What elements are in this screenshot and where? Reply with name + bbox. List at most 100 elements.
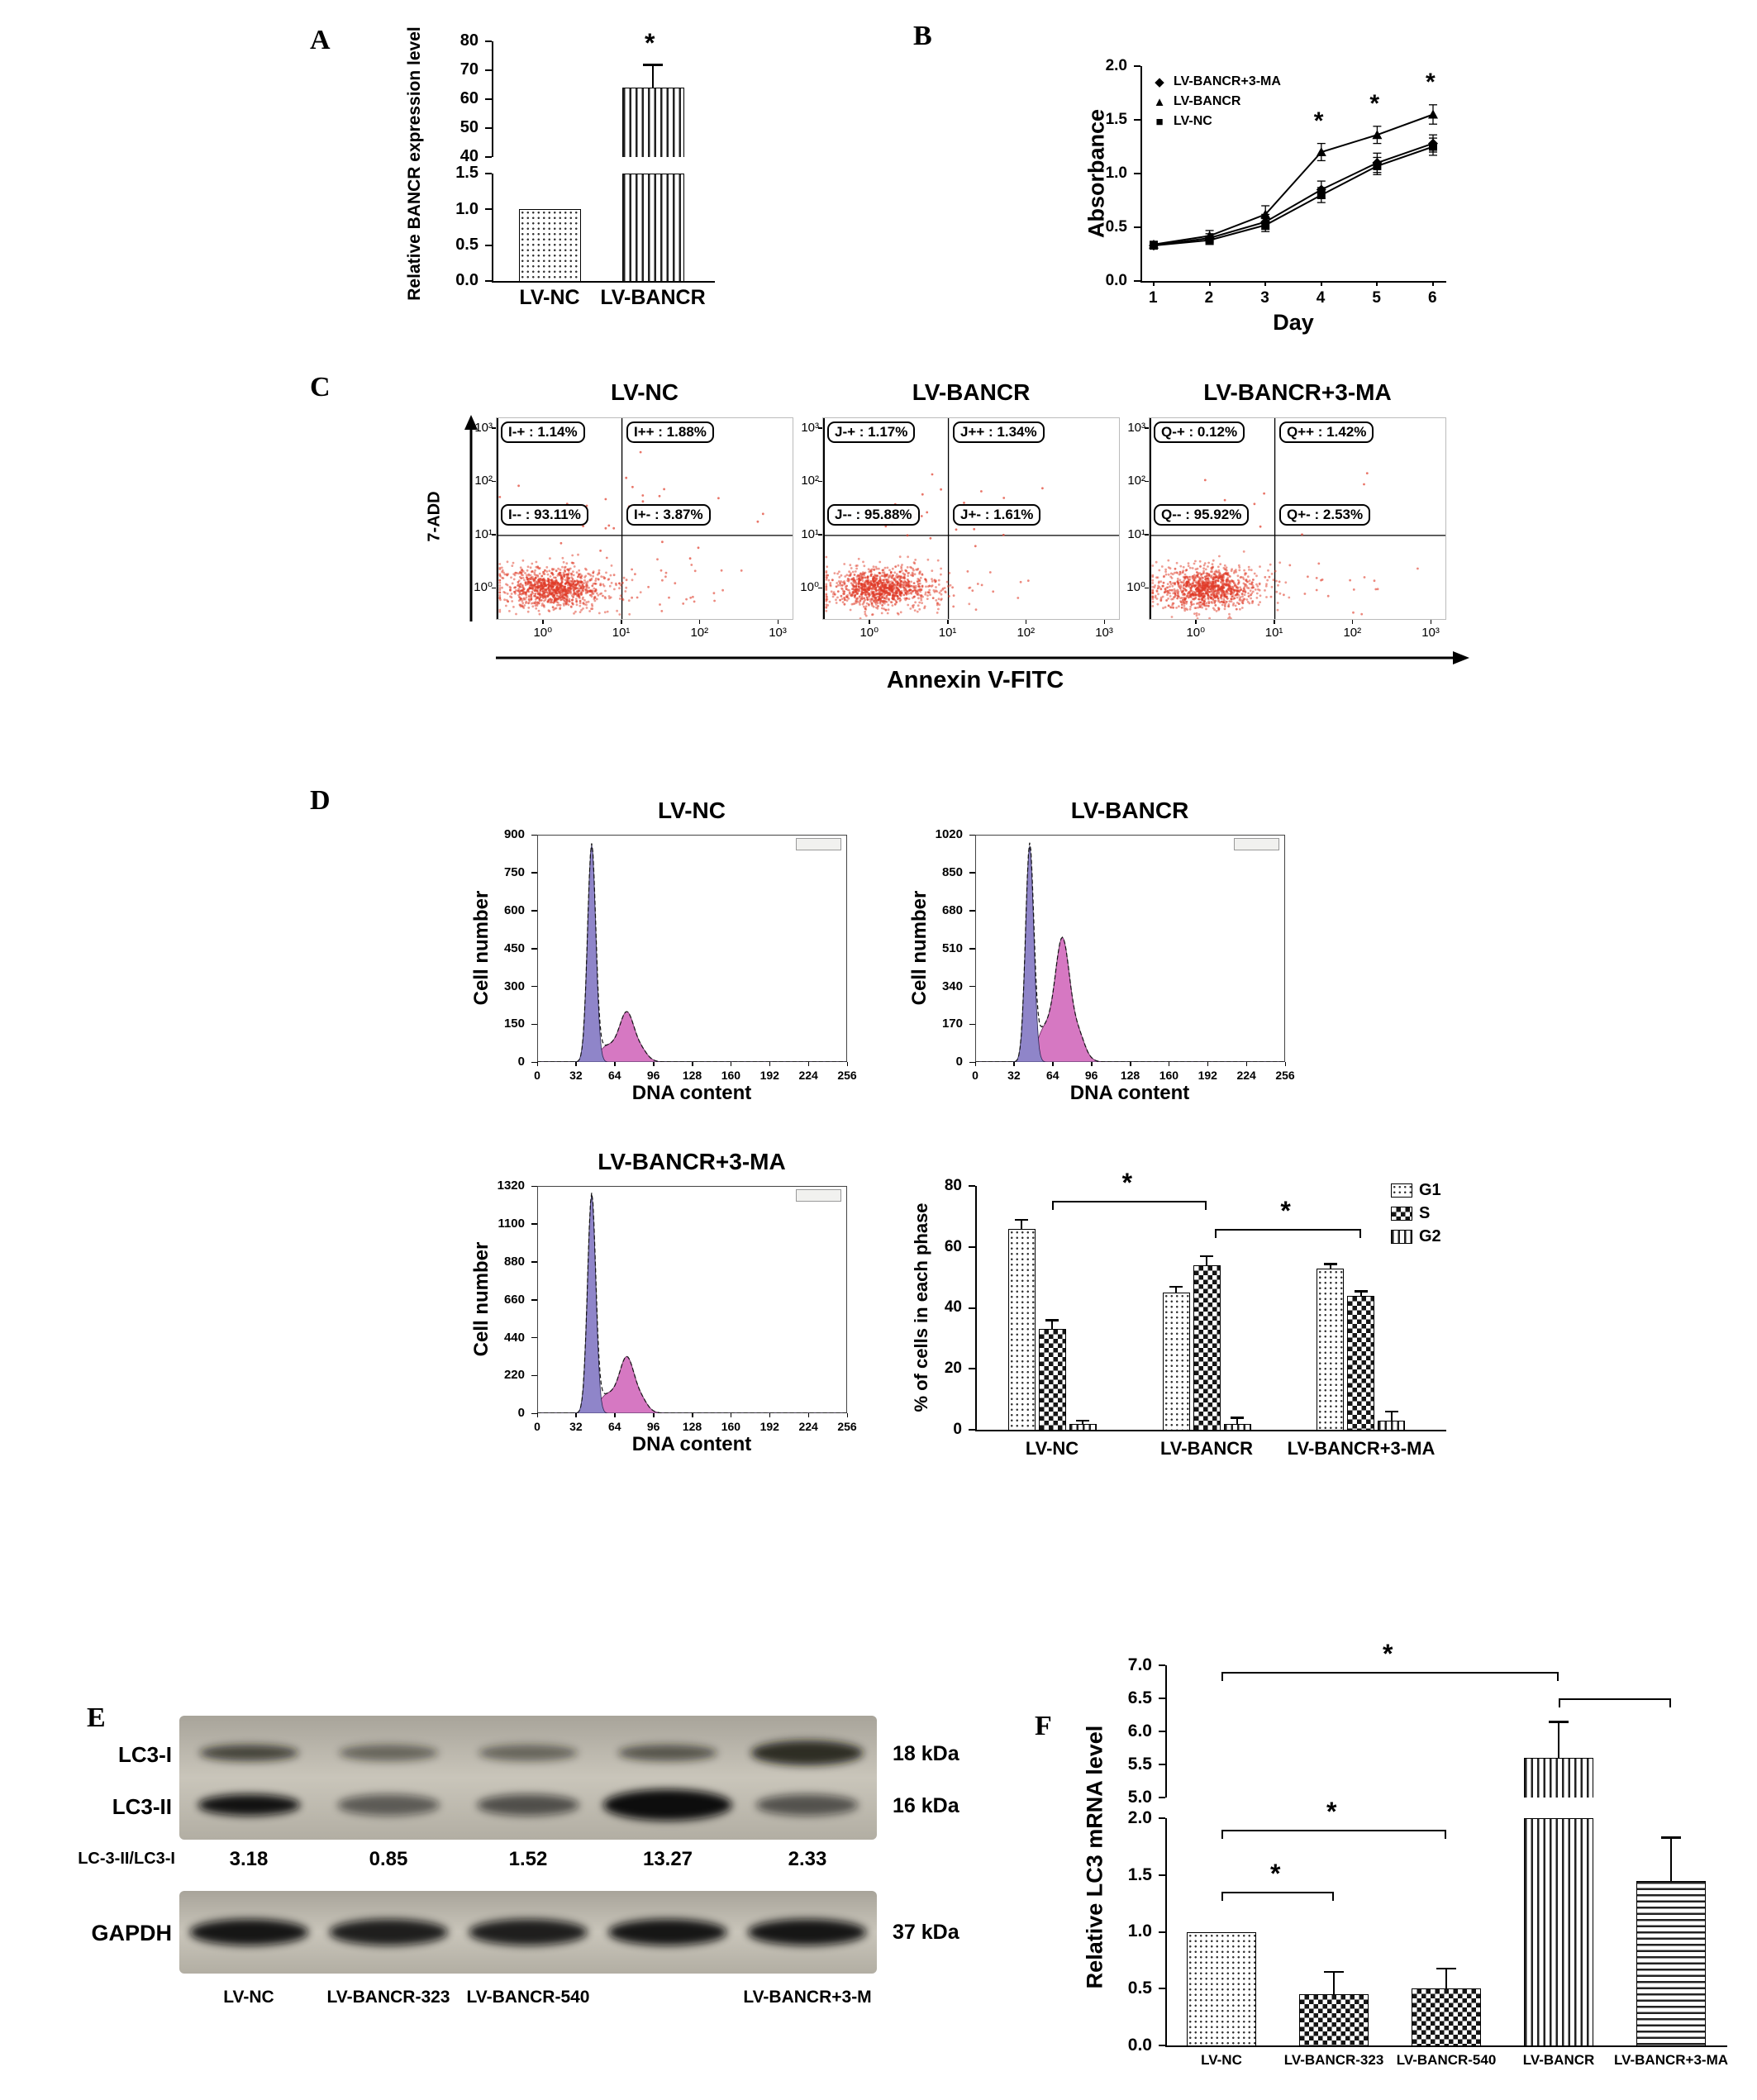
ratio-value-3: 13.27 (642, 1848, 693, 1870)
legend-entry: ▲ LV-BANCR (1152, 92, 1281, 112)
axis-line (485, 69, 492, 71)
axis-line (1145, 534, 1149, 536)
axis-line (531, 1223, 537, 1225)
y-tick-label: 0 (953, 1420, 962, 1438)
axis-line (969, 910, 975, 912)
x-tick-label: 224 (798, 1069, 818, 1082)
band-row-label-lc3-ii: LC3-II (112, 1794, 172, 1819)
quadrant-label-upper-left: J-+ : 1.17% (827, 421, 916, 443)
y-tick-label: 10⁰ (474, 580, 493, 595)
axis-line (1323, 1263, 1337, 1265)
flow-plot-lv-bancr-3ma: Q-+ : 0.12% Q++ : 1.42% Q-- : 95.92% Q+-… (1126, 417, 1446, 640)
legend-entry: ■ LV-NC (1152, 112, 1281, 131)
quadrant-label-lower-right: Q+- : 2.53% (1279, 504, 1371, 526)
axis-line (1376, 281, 1378, 286)
quadrant-label-upper-left: Q-+ : 0.12% (1154, 421, 1245, 443)
axis-line (1432, 281, 1434, 286)
panel-f-category-1: LV-BANCR-323 (1283, 2052, 1384, 2068)
panel-b: B Absorbance Day ◆ LV-BANCR+3-MA ▲ LV-BANC… (893, 21, 1578, 384)
x-tick-label: 10¹ (938, 626, 957, 640)
x-tick-label: 160 (1159, 1069, 1179, 1082)
axis-line (1445, 1968, 1447, 1989)
axis-line (777, 620, 779, 624)
y-tick-label: 60 (944, 1237, 962, 1255)
axis-line (969, 1307, 975, 1309)
axis-line (531, 1336, 537, 1339)
axis-line (1169, 1285, 1183, 1288)
axis-line (492, 480, 496, 483)
significance-bracket (1221, 1829, 1446, 1839)
axis-line (1134, 226, 1140, 228)
ratio-value-1: 0.85 (369, 1848, 408, 1870)
panel-c-x-axis-label: Annexin V-FITC (886, 667, 1064, 693)
axis-line (1359, 1291, 1362, 1296)
phase-category-2: LV-BANCR+3-MA (1287, 1438, 1436, 1459)
y-tick-label: 70 (459, 60, 479, 79)
significance-bracket (1215, 1228, 1361, 1238)
axis-line (531, 948, 537, 950)
y-tick-label: 10¹ (1127, 526, 1145, 541)
axis-line (1130, 1062, 1131, 1066)
axis-line (531, 1374, 537, 1377)
axis-line (1159, 1731, 1165, 1732)
y-tick-label: 10⁰ (800, 580, 819, 595)
y-tick-label: 5.0 (1127, 1787, 1152, 1807)
axis-line (1231, 1417, 1244, 1419)
bar-1 (1299, 1994, 1369, 2045)
significance-star: * (1426, 68, 1436, 96)
panel-a-category-0: LV-NC (519, 286, 580, 309)
y-tick-label: 900 (503, 827, 525, 842)
legend-label: LV-NC (1174, 114, 1212, 128)
axis-line (536, 1062, 538, 1066)
y-tick-label: 40 (459, 147, 479, 166)
significance-star: * (1326, 1796, 1337, 1826)
y-tick-label: 170 (941, 1017, 963, 1031)
y-tick-label: 0 (517, 1055, 525, 1069)
axis-line (614, 1062, 616, 1066)
band-size-18kda: 18 kDa (893, 1742, 959, 1765)
y-tick-label: 0.0 (455, 271, 479, 290)
plot-inset-box (1234, 838, 1279, 850)
x-tick-label: 10¹ (1264, 626, 1283, 640)
quadrant-label-lower-right: I+- : 3.87% (626, 504, 711, 526)
axis-line (531, 1023, 537, 1026)
axis-line (531, 1185, 537, 1187)
histogram-x-axis-label: DNA content (1069, 1082, 1190, 1104)
axis-line (492, 587, 496, 589)
axis-line (485, 208, 492, 211)
axis-line (1145, 480, 1149, 483)
significance-bracket (1221, 1892, 1334, 1902)
axis-line (1670, 1837, 1672, 1881)
y-tick-label: 1.0 (455, 199, 479, 218)
y-tick-label: 10³ (474, 420, 493, 435)
x-tick-label: 192 (759, 1420, 779, 1433)
y-tick-label: 660 (503, 1292, 525, 1307)
axis-line (1661, 1836, 1681, 1839)
panel-f-category-2: LV-BANCR-540 (1396, 2052, 1497, 2068)
ratio-value-4: 2.33 (788, 1848, 827, 1870)
axis-line (846, 1062, 848, 1066)
axis-line (1351, 620, 1354, 624)
legend-entry: ◆ LV-BANCR+3-MA (1152, 72, 1281, 92)
x-tick-label: 64 (607, 1420, 621, 1433)
histogram-x-axis-label: DNA content (631, 1433, 752, 1455)
axis-line (1159, 1698, 1165, 1699)
axis-line (492, 174, 493, 281)
lane-label-4: LV-BANCR+3-M (743, 1988, 872, 2007)
axis-line (846, 1413, 848, 1417)
legend-swatch-g2 (1391, 1229, 1412, 1244)
x-tick-label: 10⁰ (533, 626, 553, 640)
x-tick-label: 256 (837, 1069, 857, 1082)
lane-label-1: LV-BANCR-323 (326, 1988, 450, 2007)
lane-label-0: LV-NC (223, 1988, 274, 2007)
x-tick-label: 160 (721, 1420, 741, 1433)
axis-line (769, 1413, 771, 1417)
panel-d-bar-chart: % of cells in each phase G1 S G2 LV-NC L… (897, 1149, 1508, 1508)
axis-line (692, 1062, 693, 1066)
y-tick-label: 1.0 (1127, 1921, 1152, 1941)
y-tick-label: 0.0 (1105, 271, 1127, 289)
quadrant-label-lower-left: J-- : 95.88% (827, 504, 920, 526)
x-tick-label: 96 (646, 1420, 660, 1433)
axis-line (542, 620, 544, 624)
